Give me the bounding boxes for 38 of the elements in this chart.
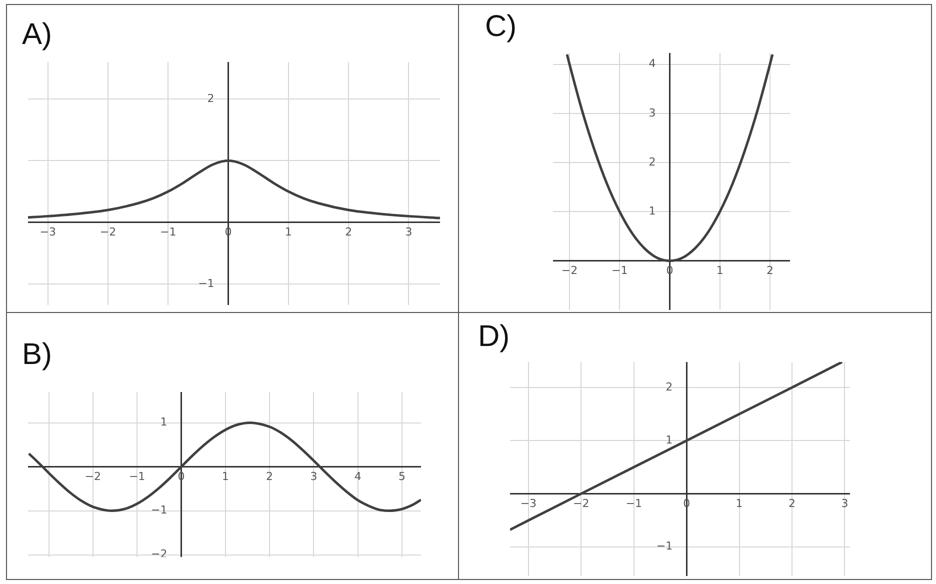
y-tick-label: 1 (666, 433, 673, 446)
x-tick-label: −1 (626, 497, 642, 510)
x-tick-label: 3 (310, 470, 318, 484)
x-tick-label: −2 (573, 497, 590, 510)
x-tick-label: 1 (736, 497, 743, 510)
line-series (28, 159, 440, 220)
x-tick-label: 4 (354, 470, 362, 484)
x-tick-label: 2 (766, 264, 774, 278)
x-tick-label: 2 (345, 226, 352, 239)
x-tick-label: 5 (398, 470, 406, 484)
y-tick-label: 1 (648, 204, 656, 218)
y-tick-label: 3 (648, 106, 656, 120)
x-tick-label: 2 (266, 470, 274, 484)
line-series (566, 53, 774, 262)
x-tick-label: 3 (405, 226, 412, 239)
y-tick-label: 2 (648, 155, 656, 168)
x-tick-label: 3 (841, 497, 848, 510)
line-series (510, 362, 844, 532)
chart-title: B) (22, 338, 52, 372)
y-tick-label: 2 (666, 380, 673, 394)
y-tick-label: 1 (160, 416, 168, 429)
x-tick-label: 2 (788, 497, 796, 510)
x-tick-label: −2 (100, 226, 116, 239)
chart-title: A) (22, 18, 52, 52)
chart-title: C) (485, 10, 517, 44)
x-tick-label: −3 (40, 226, 56, 239)
x-tick-label: −3 (520, 497, 537, 510)
x-tick-label: 1 (716, 264, 724, 278)
x-tick-label: −2 (561, 264, 578, 278)
y-tick-label: −1 (656, 540, 673, 553)
chart-title: D) (478, 320, 510, 354)
y-tick-label: 4 (648, 57, 656, 70)
x-tick-label: 1 (222, 470, 229, 484)
x-tick-label: −1 (612, 264, 628, 278)
x-tick-label: −1 (160, 226, 176, 239)
x-tick-label: −1 (128, 470, 146, 484)
x-tick-label: 1 (284, 226, 292, 239)
x-tick-label: −2 (84, 470, 102, 484)
